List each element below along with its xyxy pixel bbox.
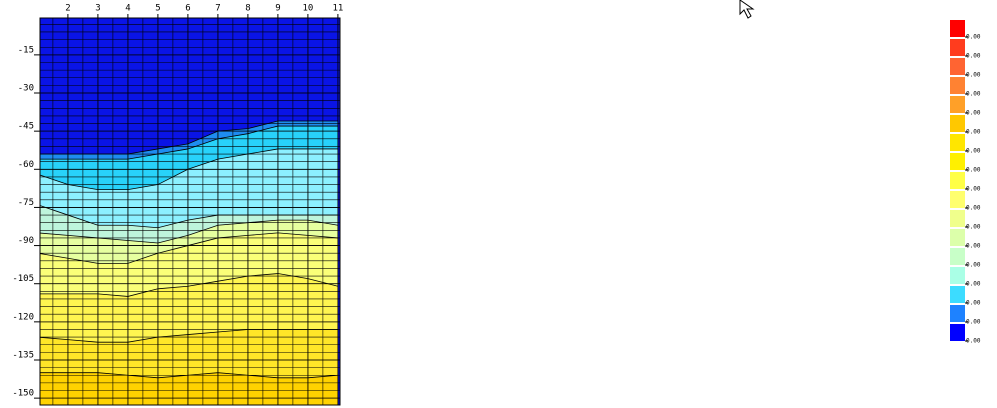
colorbar-label: 0.00 xyxy=(966,281,981,288)
x-tick-label: 6 xyxy=(185,4,190,14)
colorbar-label: 0.00 xyxy=(966,148,981,155)
colorbar-swatch xyxy=(950,134,965,151)
colorbar-swatch xyxy=(950,191,965,208)
x-tick-label: 7 xyxy=(215,4,220,14)
y-tick-label: -90 xyxy=(18,236,34,246)
colorbar-swatch xyxy=(950,153,965,170)
colorbar-swatch xyxy=(950,324,965,341)
colorbar-swatch xyxy=(950,248,965,265)
x-tick-label: 10 xyxy=(302,4,313,14)
x-tick-label: 3 xyxy=(95,4,100,14)
colorbar-label: 0.00 xyxy=(966,34,981,41)
colorbar-swatch xyxy=(950,305,965,322)
x-tick-label: 4 xyxy=(125,4,130,14)
colorbar-swatch xyxy=(950,77,965,94)
colorbar-label: 0.00 xyxy=(966,186,981,193)
y-tick-label: -60 xyxy=(18,160,34,170)
colorbar-label: 0.00 xyxy=(966,262,981,269)
x-tick-label: 11 xyxy=(332,4,343,14)
y-tick-label: -45 xyxy=(18,122,34,132)
colorbar: 0.00 0.00 0.00 0.00 0.00 0.00 0.00 0.00 0.00 0.00… xyxy=(950,20,981,345)
plot: 2 3 4 5 6 7 8 9 10 11 -15 -30 -45 -60 -75 -90 -105 -120 -1… xyxy=(12,4,343,406)
y-tick-label: -30 xyxy=(18,84,34,94)
contour-band xyxy=(40,372,338,405)
colorbar-label: 0.00 xyxy=(966,243,981,250)
colorbar-swatch xyxy=(950,210,965,227)
y-tick-label: -150 xyxy=(12,389,34,399)
colorbar-label: 0.00 xyxy=(966,91,981,98)
colorbar-label: 0.00 xyxy=(966,224,981,231)
y-tick-label: -135 xyxy=(12,350,34,360)
colorbar-swatch xyxy=(950,115,965,132)
colorbar-swatch xyxy=(950,58,965,75)
colorbar-swatch xyxy=(950,286,965,303)
colorbar-label: 0.00 xyxy=(966,167,981,174)
y-tick-label: -105 xyxy=(12,274,34,284)
colorbar-label: 0.00 xyxy=(966,72,981,79)
mouse-cursor xyxy=(739,0,755,19)
colorbar-swatch xyxy=(950,39,965,56)
colorbar-label: 0.00 xyxy=(966,300,981,307)
colorbar-label: 0.00 xyxy=(966,205,981,212)
contour-fill xyxy=(40,18,340,405)
colorbar-label: 0.00 xyxy=(966,110,981,117)
colorbar-label: 0.00 xyxy=(966,53,981,60)
x-tick-label: 5 xyxy=(155,4,160,14)
colorbar-label: 0.00 xyxy=(966,129,981,136)
colorbar-swatch xyxy=(950,267,965,284)
x-tick-label: 9 xyxy=(275,4,280,14)
y-tick-label: -75 xyxy=(18,198,34,208)
colorbar-label: 0.00 xyxy=(966,338,981,345)
colorbar-swatch xyxy=(950,229,965,246)
plot-frame xyxy=(39,17,341,406)
y-tick-label: -15 xyxy=(18,45,34,55)
y-tick-label: -120 xyxy=(12,312,34,322)
colorbar-swatch xyxy=(950,96,965,113)
grid xyxy=(40,18,340,405)
x-tick-label: 8 xyxy=(245,4,250,14)
colorbar-swatch xyxy=(950,20,965,37)
colorbar-swatch xyxy=(950,172,965,189)
x-tick-label: 2 xyxy=(65,4,70,14)
colorbar-label: 0.00 xyxy=(966,319,981,326)
